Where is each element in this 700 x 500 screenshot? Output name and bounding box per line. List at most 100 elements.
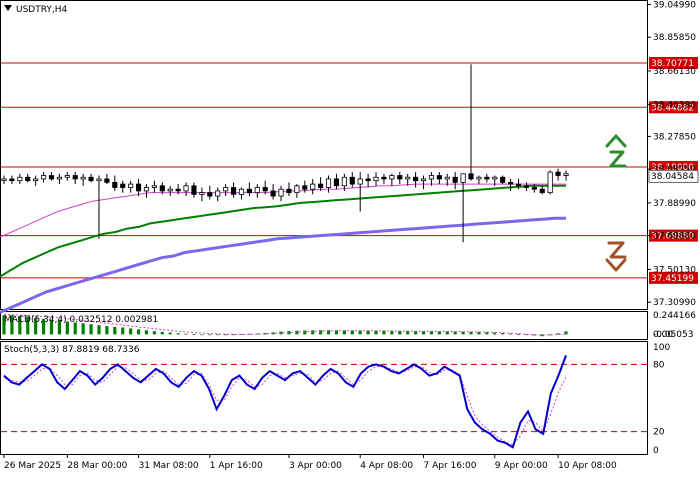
candle-body: [159, 185, 165, 192]
macd-layer: [2, 313, 568, 337]
macd-bar: [453, 331, 457, 335]
stoch-signal-line: [3, 366, 567, 446]
stoch-main-line: [3, 355, 567, 449]
candle-body: [492, 176, 498, 180]
symbol-dropdown-icon[interactable]: [4, 5, 12, 11]
candle-body: [33, 178, 39, 182]
stoch-layer: [1, 355, 647, 449]
candle-body: [88, 176, 94, 182]
time-tick-label: 31 Mar 08:00: [139, 461, 199, 471]
macd-bar: [493, 332, 497, 335]
candle-body: [310, 183, 316, 190]
candle-body: [112, 181, 118, 188]
candle-body: [286, 188, 292, 194]
candle-body: [373, 176, 379, 182]
candle-body: [325, 178, 332, 188]
macd-signal-line: [3, 313, 567, 336]
candle-body: [460, 173, 466, 183]
candles: [1, 64, 569, 243]
arrow-up-icon: [605, 134, 627, 168]
macd-bar: [311, 330, 315, 335]
price-tick-label: 39.04990: [653, 0, 696, 10]
candle-body: [254, 187, 260, 194]
time-tick-label: 26 Mar 2025: [4, 461, 61, 471]
candle-body: [278, 188, 284, 197]
macd-tick-label: -0.05053: [653, 330, 693, 340]
time-tick-label: 1 Apr 16:00: [210, 461, 263, 471]
level-label: 38.70771: [651, 59, 694, 69]
candle-body: [246, 188, 252, 194]
macd-bar: [398, 330, 402, 335]
macd-bar: [160, 331, 164, 335]
candle-body: [484, 176, 490, 180]
macd-bar: [10, 315, 14, 335]
candle-body: [128, 183, 134, 188]
candle-body: [333, 178, 340, 187]
macd-bar: [524, 334, 529, 336]
candle-body: [413, 176, 419, 182]
macd-label: MACD(5,34,4) 0.032512 0.002981: [4, 315, 158, 325]
macd-bar: [350, 330, 354, 335]
candle-body: [135, 183, 142, 192]
macd-bar: [485, 332, 489, 335]
candle-body: [539, 188, 545, 194]
macd-bar: [168, 332, 172, 335]
candle-body: [64, 175, 70, 178]
candle-body: [468, 173, 474, 180]
candle-body: [151, 185, 157, 188]
candle-body: [191, 185, 197, 195]
ma-slow-line: [0, 216, 566, 314]
macd-bar: [49, 319, 54, 335]
macd-bar: [224, 334, 228, 336]
candle-body: [428, 175, 435, 180]
level-label: 37.45199: [651, 274, 694, 284]
candle-body: [318, 183, 324, 188]
current-price-label: 38.04584: [651, 172, 694, 182]
candle-body: [302, 185, 308, 190]
candle-body: [365, 178, 371, 182]
candle-body: [120, 183, 126, 188]
macd-bar: [192, 334, 196, 335]
candle-body: [270, 190, 276, 197]
symbol-label: USDTRY,H4: [16, 5, 68, 15]
macd-bar: [136, 329, 141, 335]
time-tick-label: 4 Apr 08:00: [360, 461, 413, 471]
level-label: 37.69880: [651, 232, 694, 242]
macd-bar: [390, 330, 394, 335]
macd-bar: [532, 334, 536, 336]
macd-bar: [437, 331, 441, 335]
macd-bar: [105, 326, 109, 335]
macd-bar: [65, 321, 69, 335]
candle-body: [420, 178, 427, 182]
macd-bar: [516, 334, 521, 335]
level-label: 38.44882: [651, 103, 694, 113]
candle-body: [444, 176, 450, 180]
macd-bar: [429, 331, 434, 335]
time-tick-label: 9 Apr 00:00: [495, 461, 548, 471]
macd-bar: [247, 333, 251, 335]
price-tick-label: 37.30990: [653, 298, 696, 308]
candle-body: [389, 175, 395, 180]
candle-body: [25, 176, 31, 182]
candle-body: [357, 178, 363, 185]
macd-bar: [414, 331, 418, 335]
price-tick-label: 37.88990: [653, 199, 696, 209]
candle-body: [143, 187, 150, 192]
macd-tick-label: 0.244166: [653, 311, 696, 321]
macd-tick-label: 0.00: [653, 330, 673, 340]
macd-bar: [501, 332, 505, 335]
macd-bar: [152, 331, 156, 335]
price-tick-label: 38.46390: [653, 101, 696, 111]
macd-bar: [216, 334, 220, 336]
macd-bar: [73, 322, 77, 335]
stoch-tick-label: 80: [653, 360, 665, 370]
candle-body: [563, 173, 569, 176]
macd-bar: [358, 330, 362, 335]
candle-body: [72, 175, 78, 180]
macd-bar: [556, 333, 560, 335]
candle-body: [547, 171, 553, 194]
candle-body: [262, 187, 268, 192]
macd-bar: [374, 330, 378, 335]
macd-bar: [200, 334, 204, 336]
